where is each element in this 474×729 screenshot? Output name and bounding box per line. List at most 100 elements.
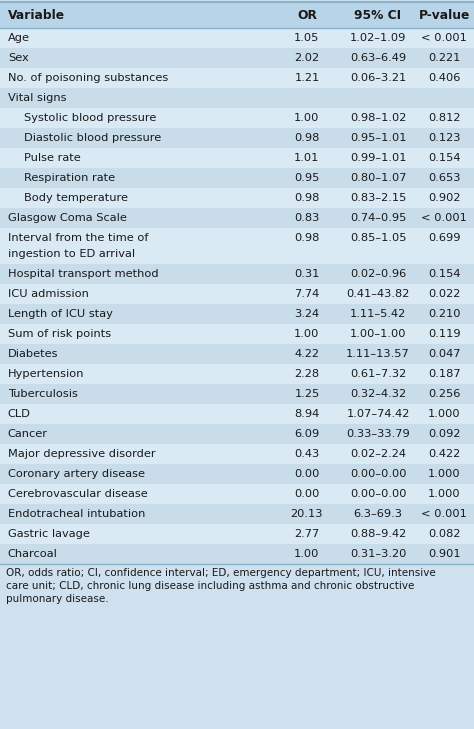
Text: 1.00: 1.00	[294, 113, 319, 123]
Text: ingestion to ED arrival: ingestion to ED arrival	[8, 249, 135, 259]
Text: 0.699: 0.699	[428, 233, 461, 243]
Text: No. of poisoning substances: No. of poisoning substances	[8, 73, 168, 83]
Bar	[0, 504, 474, 524]
Bar	[0, 264, 474, 284]
Text: 0.119: 0.119	[428, 329, 461, 339]
Text: 0.33–33.79: 0.33–33.79	[346, 429, 410, 439]
Bar	[0, 28, 474, 48]
Text: Diabetes: Diabetes	[8, 349, 58, 359]
Text: 2.77: 2.77	[294, 529, 319, 539]
Text: 0.02–2.24: 0.02–2.24	[350, 449, 406, 459]
Text: 0.31: 0.31	[294, 269, 319, 279]
Bar	[0, 344, 474, 364]
Text: OR, odds ratio; CI, confidence interval; ED, emergency department; ICU, intensiv: OR, odds ratio; CI, confidence interval;…	[6, 568, 436, 604]
Text: 0.98: 0.98	[294, 193, 319, 203]
Text: Major depressive disorder: Major depressive disorder	[8, 449, 155, 459]
Text: Sex: Sex	[8, 53, 28, 63]
Text: 0.98–1.02: 0.98–1.02	[350, 113, 406, 123]
Text: Body temperature: Body temperature	[24, 193, 128, 203]
Text: 0.80–1.07: 0.80–1.07	[350, 173, 406, 183]
Text: 0.99–1.01: 0.99–1.01	[350, 153, 406, 163]
Text: Gastric lavage: Gastric lavage	[8, 529, 90, 539]
Text: Interval from the time of: Interval from the time of	[8, 233, 148, 243]
Text: 0.61–7.32: 0.61–7.32	[350, 369, 406, 379]
Text: ICU admission: ICU admission	[8, 289, 89, 299]
Text: 0.022: 0.022	[428, 289, 461, 299]
Bar	[0, 304, 474, 324]
Text: 1.11–13.57: 1.11–13.57	[346, 349, 410, 359]
Text: 1.000: 1.000	[428, 469, 461, 479]
Text: 1.00: 1.00	[294, 329, 319, 339]
Bar	[0, 2, 474, 28]
Text: 1.00: 1.00	[294, 549, 319, 559]
Bar	[0, 48, 474, 68]
Text: 0.210: 0.210	[428, 309, 461, 319]
Text: 8.94: 8.94	[294, 409, 319, 419]
Bar	[0, 168, 474, 188]
Text: 0.901: 0.901	[428, 549, 461, 559]
Text: 1.000: 1.000	[428, 409, 461, 419]
Text: Endotracheal intubation: Endotracheal intubation	[8, 509, 145, 519]
Text: 0.41–43.82: 0.41–43.82	[346, 289, 410, 299]
Text: 7.74: 7.74	[294, 289, 319, 299]
Bar	[0, 524, 474, 544]
Text: Tuberculosis: Tuberculosis	[8, 389, 78, 399]
Bar	[0, 384, 474, 404]
Text: < 0.001: < 0.001	[421, 33, 467, 43]
Text: 3.24: 3.24	[294, 309, 319, 319]
Text: 0.123: 0.123	[428, 133, 461, 143]
Text: 0.00: 0.00	[294, 469, 319, 479]
Text: 6.3–69.3: 6.3–69.3	[354, 509, 402, 519]
Text: < 0.001: < 0.001	[421, 509, 467, 519]
Bar	[0, 444, 474, 464]
Text: 0.406: 0.406	[428, 73, 461, 83]
Text: Cancer: Cancer	[8, 429, 48, 439]
Text: 1.21: 1.21	[294, 73, 319, 83]
Bar	[0, 464, 474, 484]
Text: 0.00–0.00: 0.00–0.00	[350, 469, 406, 479]
Text: 0.74–0.95: 0.74–0.95	[350, 213, 406, 223]
Text: 2.28: 2.28	[294, 369, 319, 379]
Text: 0.85–1.05: 0.85–1.05	[350, 233, 406, 243]
Text: 0.902: 0.902	[428, 193, 461, 203]
Text: 0.154: 0.154	[428, 269, 461, 279]
Text: Respiration rate: Respiration rate	[24, 173, 115, 183]
Text: 0.31–3.20: 0.31–3.20	[350, 549, 406, 559]
Bar	[0, 68, 474, 88]
Bar	[0, 228, 474, 264]
Text: Vital signs: Vital signs	[8, 93, 66, 103]
Text: 0.653: 0.653	[428, 173, 461, 183]
Text: Cerebrovascular disease: Cerebrovascular disease	[8, 489, 147, 499]
Text: 95% CI: 95% CI	[355, 9, 401, 21]
Text: 0.63–6.49: 0.63–6.49	[350, 53, 406, 63]
Text: Hospital transport method: Hospital transport method	[8, 269, 158, 279]
Text: 0.95: 0.95	[294, 173, 319, 183]
Text: 0.187: 0.187	[428, 369, 461, 379]
Text: 0.047: 0.047	[428, 349, 461, 359]
Text: P-value: P-value	[419, 9, 470, 21]
Text: 0.32–4.32: 0.32–4.32	[350, 389, 406, 399]
Text: < 0.001: < 0.001	[421, 213, 467, 223]
Text: 0.256: 0.256	[428, 389, 461, 399]
Text: CLD: CLD	[8, 409, 31, 419]
Text: 1.01: 1.01	[294, 153, 319, 163]
Text: 0.082: 0.082	[428, 529, 461, 539]
Text: 0.95–1.01: 0.95–1.01	[350, 133, 406, 143]
Text: Pulse rate: Pulse rate	[24, 153, 81, 163]
Text: 0.154: 0.154	[428, 153, 461, 163]
Bar	[0, 128, 474, 148]
Text: Sum of risk points: Sum of risk points	[8, 329, 111, 339]
Bar	[0, 188, 474, 208]
Text: 2.02: 2.02	[294, 53, 319, 63]
Bar	[0, 324, 474, 344]
Text: 1.000: 1.000	[428, 489, 461, 499]
Text: 0.02–0.96: 0.02–0.96	[350, 269, 406, 279]
Text: 0.83–2.15: 0.83–2.15	[350, 193, 406, 203]
Text: 0.00–0.00: 0.00–0.00	[350, 489, 406, 499]
Text: Variable: Variable	[8, 9, 65, 21]
Bar	[0, 404, 474, 424]
Text: Charcoal: Charcoal	[8, 549, 58, 559]
Text: 6.09: 6.09	[294, 429, 319, 439]
Bar	[0, 284, 474, 304]
Text: 20.13: 20.13	[291, 509, 323, 519]
